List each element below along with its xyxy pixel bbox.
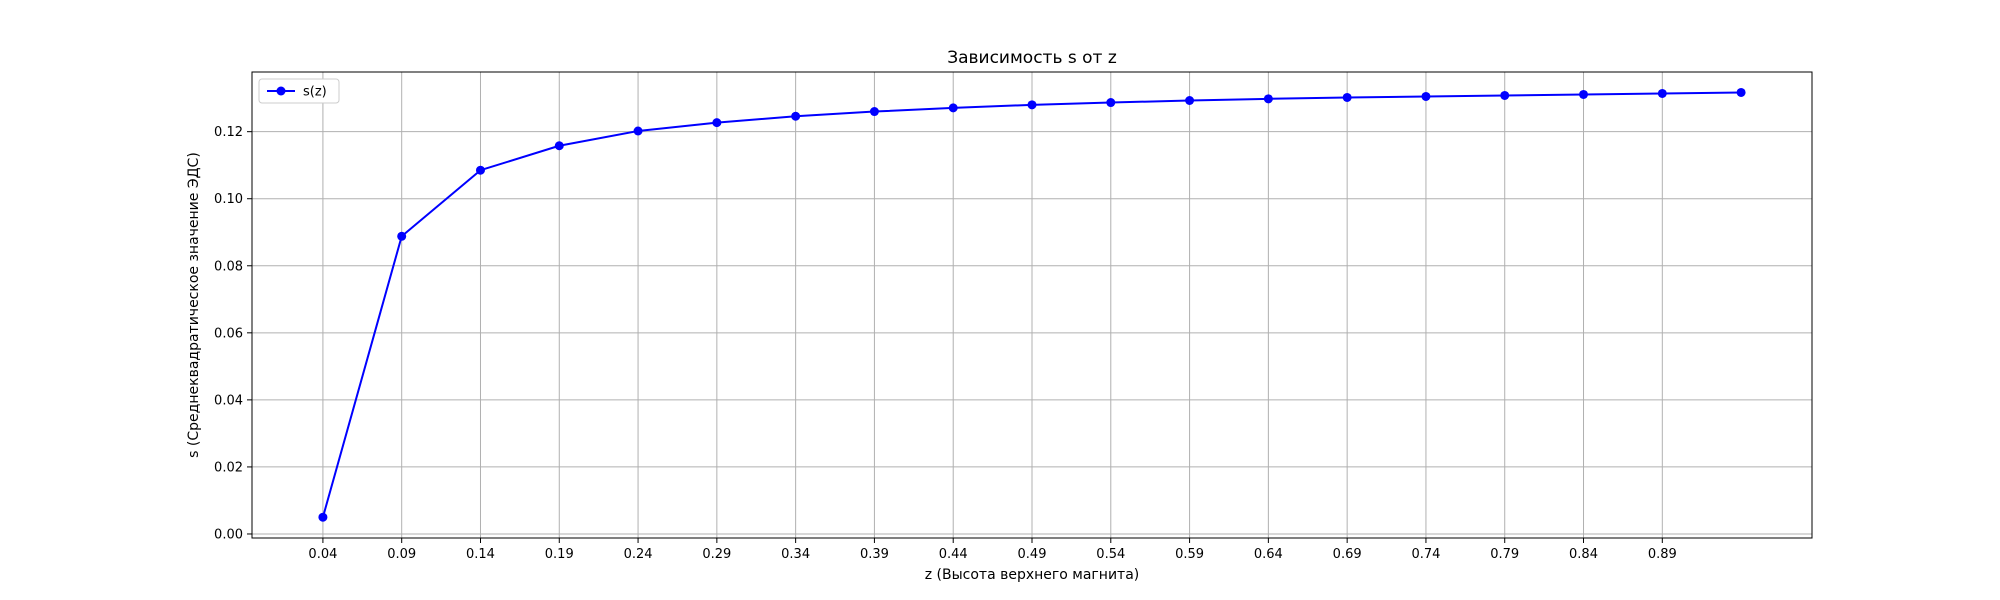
data-point xyxy=(1263,94,1273,104)
x-tick-label: 0.24 xyxy=(624,547,653,562)
series-markers xyxy=(318,87,1746,522)
y-tick-label: 0.02 xyxy=(214,460,243,475)
grid xyxy=(252,72,1812,538)
x-tick-label: 0.69 xyxy=(1333,547,1362,562)
x-tick-label: 0.04 xyxy=(308,547,337,562)
x-tick-label: 0.14 xyxy=(466,547,495,562)
data-point xyxy=(869,107,879,117)
x-tick-label: 0.89 xyxy=(1648,547,1677,562)
legend-marker xyxy=(276,86,286,96)
y-axis: 0.00 0.02 0.04 0.06 0.08 0.10 0.12 xyxy=(214,125,252,542)
data-point xyxy=(712,118,722,128)
data-point xyxy=(1657,88,1667,98)
x-tick-label: 0.79 xyxy=(1490,547,1519,562)
legend: s(z) xyxy=(258,78,340,104)
x-tick-label: 0.74 xyxy=(1411,547,1440,562)
x-tick-label: 0.29 xyxy=(702,547,731,562)
x-tick-label: 0.54 xyxy=(1096,547,1125,562)
data-point xyxy=(791,111,801,121)
x-tick-label: 0.34 xyxy=(781,547,810,562)
data-point xyxy=(318,512,328,522)
y-tick-label: 0.12 xyxy=(214,125,243,140)
x-tick-label: 0.59 xyxy=(1175,547,1204,562)
x-tick-label: 0.49 xyxy=(1018,547,1047,562)
data-point xyxy=(948,103,958,113)
x-axis: 0.04 0.09 0.14 0.19 0.24 0.29 0.34 0.39 0.44 0.49… xyxy=(308,538,1677,562)
y-tick-label: 0.10 xyxy=(214,192,243,207)
data-point xyxy=(1579,89,1589,99)
data-point xyxy=(1027,100,1037,110)
y-axis-title: s (Среднеквадратическое значение ЭДС) xyxy=(186,152,202,458)
x-axis-title: z (Высота верхнего магнита) xyxy=(925,567,1139,583)
data-point xyxy=(397,231,407,241)
data-point xyxy=(1342,92,1352,102)
data-point xyxy=(554,141,564,151)
legend-label: s(z) xyxy=(303,85,327,100)
x-tick-label: 0.09 xyxy=(387,547,416,562)
x-tick-label: 0.19 xyxy=(545,547,574,562)
x-tick-label: 0.44 xyxy=(939,547,968,562)
x-tick-label: 0.39 xyxy=(860,547,889,562)
data-point xyxy=(1421,91,1431,101)
data-point xyxy=(1106,98,1116,108)
chart-title: Зависимость s от z xyxy=(947,48,1117,68)
data-point xyxy=(633,126,643,136)
data-point xyxy=(1736,87,1746,97)
legend-box xyxy=(258,78,340,104)
y-tick-label: 0.08 xyxy=(214,259,243,274)
x-tick-label: 0.84 xyxy=(1569,547,1598,562)
x-tick-label: 0.64 xyxy=(1254,547,1283,562)
data-point xyxy=(475,165,485,175)
data-point xyxy=(1500,90,1510,100)
y-tick-label: 0.04 xyxy=(214,393,243,408)
data-point xyxy=(1185,95,1195,105)
y-tick-label: 0.06 xyxy=(214,326,243,341)
y-tick-label: 0.00 xyxy=(214,527,243,542)
